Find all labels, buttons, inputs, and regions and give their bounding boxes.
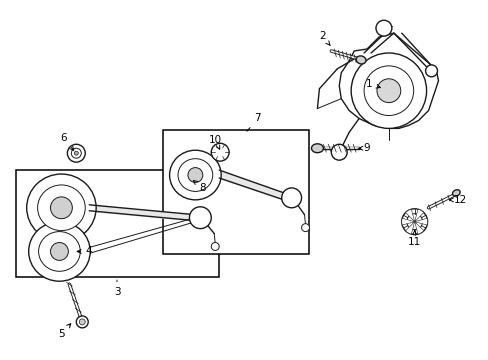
Text: 4: 4 xyxy=(77,247,92,256)
Text: 11: 11 xyxy=(407,230,421,247)
Wedge shape xyxy=(401,218,414,225)
Ellipse shape xyxy=(451,190,459,196)
Wedge shape xyxy=(414,218,427,225)
Text: 7: 7 xyxy=(246,113,261,131)
Text: 9: 9 xyxy=(357,143,369,153)
Text: 10: 10 xyxy=(208,135,222,149)
Text: 8: 8 xyxy=(193,180,205,193)
Text: 3: 3 xyxy=(113,280,120,297)
Circle shape xyxy=(364,66,413,116)
Circle shape xyxy=(425,65,437,77)
Circle shape xyxy=(281,188,301,208)
Ellipse shape xyxy=(187,168,203,183)
Circle shape xyxy=(76,316,88,328)
Circle shape xyxy=(376,79,400,103)
Circle shape xyxy=(211,143,229,161)
Ellipse shape xyxy=(169,150,221,200)
Circle shape xyxy=(331,144,346,160)
Polygon shape xyxy=(339,33,438,129)
Ellipse shape xyxy=(29,222,90,281)
Circle shape xyxy=(71,148,81,158)
Bar xyxy=(16,170,219,277)
Text: 5: 5 xyxy=(58,324,71,339)
Ellipse shape xyxy=(355,56,365,64)
Wedge shape xyxy=(414,209,423,222)
Text: 6: 6 xyxy=(60,133,74,150)
Ellipse shape xyxy=(311,144,323,153)
Wedge shape xyxy=(414,222,423,234)
Wedge shape xyxy=(405,209,414,222)
Ellipse shape xyxy=(50,243,68,260)
Circle shape xyxy=(375,20,391,36)
Circle shape xyxy=(189,207,211,229)
Circle shape xyxy=(350,53,426,129)
Circle shape xyxy=(401,209,427,235)
Text: 2: 2 xyxy=(319,31,329,46)
Ellipse shape xyxy=(38,185,85,231)
Circle shape xyxy=(211,243,219,251)
Circle shape xyxy=(74,151,78,155)
Circle shape xyxy=(406,214,422,230)
Ellipse shape xyxy=(39,231,80,271)
Ellipse shape xyxy=(178,159,212,192)
Bar xyxy=(163,130,309,255)
Text: 1: 1 xyxy=(365,79,380,89)
Text: 12: 12 xyxy=(448,195,466,205)
Ellipse shape xyxy=(50,197,72,219)
Circle shape xyxy=(79,319,85,325)
Circle shape xyxy=(301,224,309,231)
Circle shape xyxy=(67,144,85,162)
Wedge shape xyxy=(405,222,414,234)
Ellipse shape xyxy=(27,174,96,242)
